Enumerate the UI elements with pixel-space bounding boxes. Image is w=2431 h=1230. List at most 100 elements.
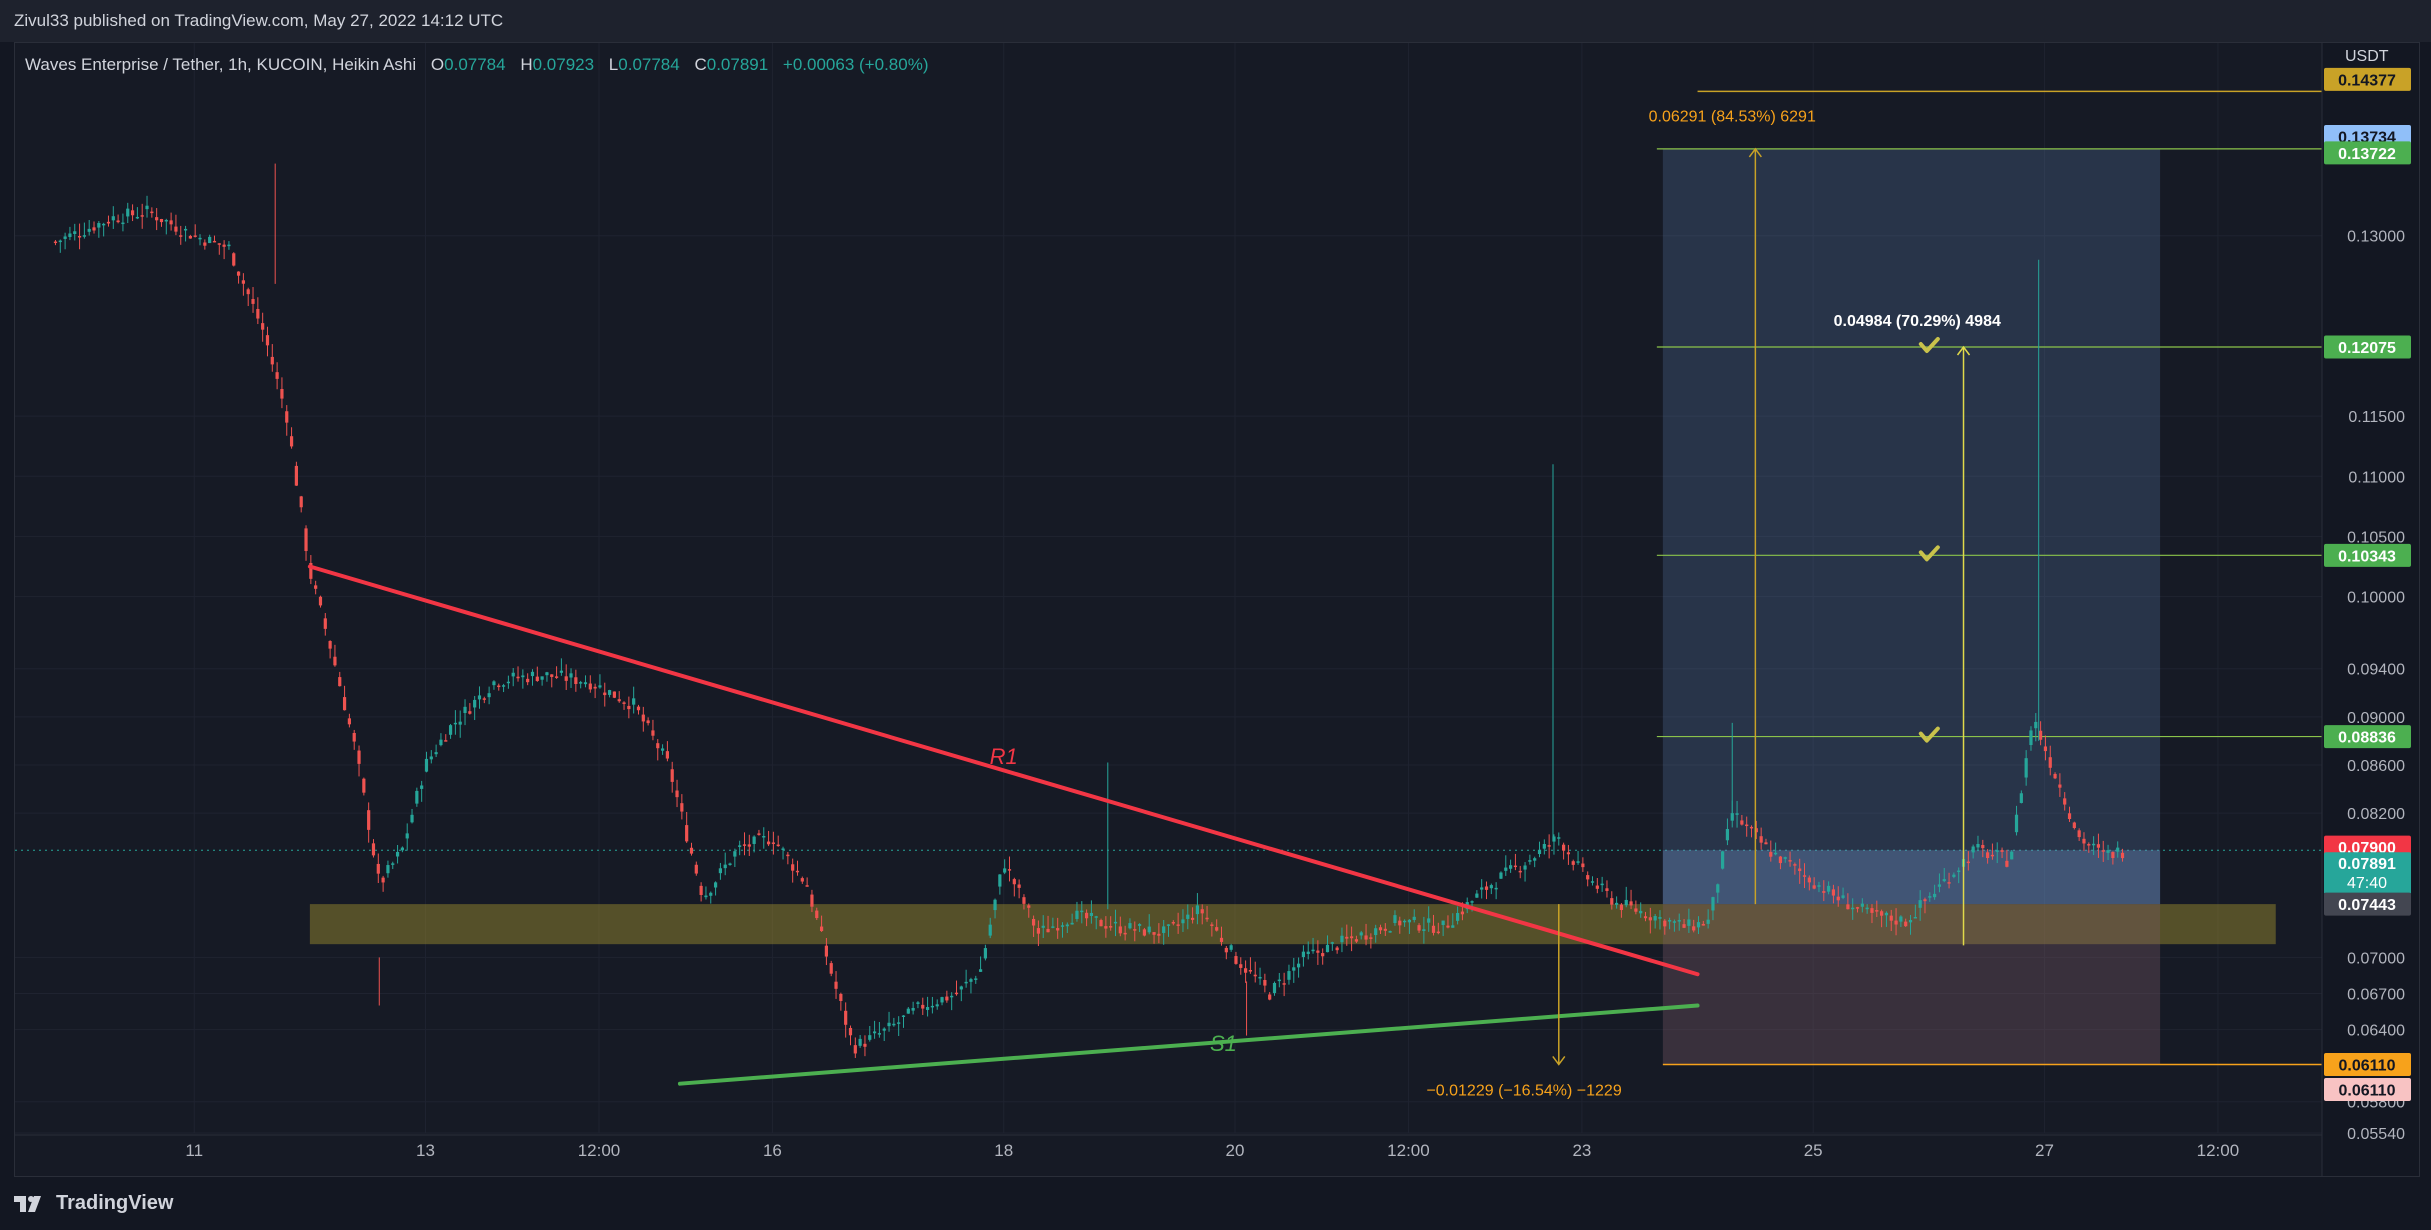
time-axis[interactable]: 11 13 12:00 16 18 20 12:00 23 25 27 12:00	[15, 1134, 2322, 1160]
time-tick-label: 18	[994, 1141, 1013, 1160]
candle-body	[800, 878, 804, 882]
time-tick-label: 16	[763, 1141, 782, 1160]
candle-body	[179, 235, 183, 237]
candle-body	[1769, 852, 1773, 857]
tradingview-logo[interactable]: TradingView	[14, 1192, 173, 1215]
candle-body	[1460, 911, 1465, 915]
candle-body	[1933, 893, 1937, 898]
candle-body	[1508, 865, 1513, 869]
candle-body	[1272, 982, 1277, 994]
candle-body	[198, 237, 202, 240]
candle-body	[1822, 891, 1826, 893]
candle-body	[1884, 912, 1889, 916]
open-label: O	[431, 55, 444, 74]
candle-body	[1600, 883, 1604, 886]
measure-label: −0.01229 (−16.54%) −1229	[1426, 1083, 1621, 1100]
candle-body	[323, 618, 327, 629]
candle-body	[1330, 942, 1334, 944]
candle-body	[208, 236, 212, 244]
candle-body	[882, 1028, 886, 1031]
candle-body	[1205, 917, 1209, 920]
candle-body	[1851, 907, 1855, 910]
candle-body	[1137, 924, 1142, 926]
measure-label: 0.06291 (84.53%) 6291	[1649, 108, 1816, 125]
price-tick-label: 0.08600	[2347, 758, 2405, 775]
candle-body	[1981, 844, 1985, 849]
candle-body	[1181, 919, 1185, 924]
candle-body	[901, 1015, 906, 1017]
change-value: +0.00063 (+0.80%)	[783, 55, 929, 74]
candle-body	[2024, 758, 2028, 778]
candle-body	[2058, 784, 2062, 788]
candle-body	[314, 585, 318, 589]
candle-body	[2014, 814, 2019, 833]
candle-body	[150, 211, 154, 214]
candle-body	[1947, 882, 1951, 884]
candle-body	[670, 769, 674, 782]
candle-body	[155, 217, 159, 221]
tradingview-logo-icon	[14, 1195, 41, 1212]
candle-body	[641, 714, 645, 722]
candle-body	[1653, 916, 1657, 921]
candle-body	[280, 389, 284, 399]
candle-body	[766, 841, 771, 845]
candle-body	[1663, 920, 1667, 927]
candle-body	[159, 219, 164, 223]
time-tick-label: 13	[416, 1141, 435, 1160]
candle-body	[1677, 920, 1681, 922]
candle-body	[747, 844, 751, 847]
candle-body	[2101, 850, 2105, 852]
price-axis-tag	[2324, 335, 2411, 359]
candle-body	[1012, 879, 1016, 885]
chart-frame[interactable]: R1 S1 0.06291 (84.53%) 6291 0.04984 (70.29…	[14, 42, 2420, 1177]
candle-body	[675, 790, 679, 798]
candle-body	[256, 308, 260, 319]
candle-body	[1701, 923, 1705, 926]
candle-body	[1725, 829, 1730, 841]
time-tick-label: 27	[2035, 1141, 2054, 1160]
candle-body	[636, 706, 641, 711]
price-tick-label: 0.05540	[2347, 1126, 2405, 1143]
grid	[15, 43, 2322, 1134]
candle-body	[1287, 971, 1291, 980]
candle-body	[309, 562, 313, 579]
candle-body	[381, 877, 385, 883]
candle-body	[328, 641, 332, 649]
time-tick-label: 12:00	[578, 1141, 621, 1160]
candle-body	[685, 825, 689, 842]
candle-body	[2077, 830, 2081, 838]
candle-body	[834, 981, 838, 989]
candle-body	[1913, 916, 1917, 919]
candle-body	[121, 222, 125, 225]
candle-body	[1133, 929, 1137, 931]
candle-body	[1730, 813, 1734, 821]
candle-body	[92, 227, 96, 231]
candle-body	[347, 718, 351, 725]
high-value: 0.07923	[533, 55, 594, 74]
candle-body	[58, 240, 62, 243]
candle-body	[593, 686, 597, 689]
long-position-tool[interactable]	[1656, 90, 2322, 1066]
candle-body	[2034, 721, 2038, 729]
price-axis-tag	[2324, 543, 2411, 567]
price-tick-label: 0.09400	[2347, 662, 2405, 679]
price-chart[interactable]: R1 S1 0.06291 (84.53%) 6291 0.04984 (70.29…	[15, 43, 2419, 1176]
candle-body	[713, 882, 718, 888]
candle-body	[1774, 852, 1778, 855]
price-tick-label: 0.06700	[2347, 986, 2405, 1003]
candle-body	[815, 910, 819, 919]
candle-body	[786, 854, 790, 857]
price-axis[interactable]: USDT 0.13000 0.11500 0.11000 0.10500 0.10000…	[2321, 43, 2419, 1176]
candle-body	[550, 674, 554, 677]
candle-body	[217, 243, 221, 245]
trendlines[interactable]: R1 S1	[307, 564, 1700, 1086]
candle-body	[1118, 926, 1122, 934]
candle-body	[2000, 850, 2004, 852]
high-label: H	[520, 55, 532, 74]
candle-body	[1306, 951, 1310, 954]
currency-label: USDT	[2345, 48, 2389, 65]
target-hit-check-icon	[1918, 726, 1940, 743]
candle-body	[1976, 843, 1980, 848]
candle-body	[1070, 922, 1074, 925]
candle-body	[2063, 798, 2067, 805]
